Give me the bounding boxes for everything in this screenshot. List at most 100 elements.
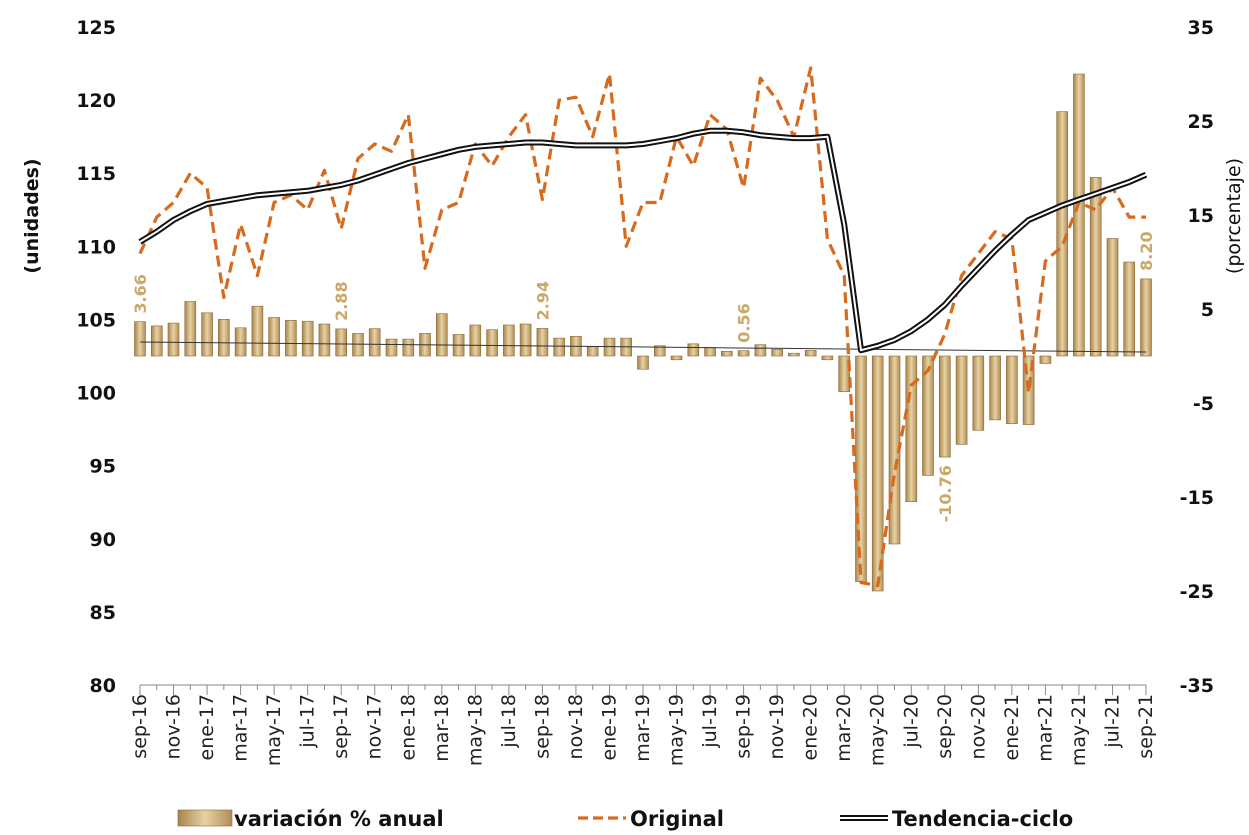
y-left-tick-label: 95: [90, 456, 116, 478]
bar: [167, 322, 180, 357]
bar: [1006, 355, 1018, 424]
y-left-tick-label: 90: [90, 529, 116, 551]
x-tick-label: jul-20: [900, 694, 922, 749]
x-tick-label: ene-21: [1001, 694, 1023, 760]
bar: [905, 355, 918, 502]
data-label: 8.20: [1137, 231, 1156, 270]
bar: [938, 355, 951, 458]
x-tick-label: jul-18: [498, 694, 520, 749]
y-right-tick-label: -35: [1180, 675, 1214, 697]
x-tick-label: ene-18: [397, 694, 419, 760]
bar: [385, 338, 398, 357]
y-right-tick-label: 5: [1201, 299, 1214, 321]
data-label: -10.76: [936, 465, 955, 522]
x-tick-label: mar-19: [632, 694, 654, 762]
x-tick-label: sep-19: [733, 694, 755, 759]
bar: [670, 355, 683, 361]
data-label: 2.94: [533, 281, 552, 320]
x-tick-label: nov-19: [766, 694, 788, 759]
bar: [184, 301, 197, 357]
bar: [989, 355, 1001, 421]
x-tick-label: may-19: [666, 694, 688, 766]
x-tick-label: nov-17: [364, 694, 386, 759]
bar: [368, 328, 381, 357]
bar: [201, 312, 213, 357]
y-left-tick-label: 115: [76, 163, 116, 185]
y-left-tick-label: 125: [76, 17, 116, 39]
x-tick-label: nov-16: [163, 694, 185, 759]
bar: [972, 355, 985, 431]
bar: [251, 305, 264, 357]
x-tick-label: nov-20: [967, 694, 989, 759]
bar: [821, 355, 834, 361]
x-tick-label: mar-17: [230, 694, 252, 762]
bar: [838, 355, 851, 393]
bar: [637, 355, 649, 370]
bar: [1123, 261, 1135, 357]
legend-label: variación % anual: [234, 807, 444, 831]
bar: [318, 323, 331, 357]
y-left-tick-label: 80: [90, 675, 116, 697]
y-left-tick-label: 100: [76, 383, 116, 405]
x-tick-label: jul-21: [1102, 694, 1124, 749]
bar: [301, 320, 314, 357]
bar: [871, 355, 884, 592]
bar: [955, 355, 968, 445]
y-right-tick-label: -15: [1180, 487, 1214, 509]
bar: [1089, 177, 1102, 357]
bar: [1140, 278, 1152, 357]
bar: [435, 313, 448, 357]
bar: [134, 321, 146, 357]
bar: [1073, 73, 1085, 357]
bar: [687, 343, 700, 357]
x-tick-label: ene-19: [599, 694, 621, 760]
bar: [1106, 238, 1119, 357]
y-left-tick-label: 110: [76, 236, 116, 258]
bar: [737, 350, 750, 357]
x-tick-label: sep-20: [934, 694, 956, 759]
bar: [855, 355, 867, 582]
x-tick-label: may-20: [867, 694, 889, 766]
data-labels-layer: 3.66 2.88 2.94 0.56 -10.76 8.20: [131, 231, 1156, 522]
bar: [771, 349, 783, 357]
bar: [754, 344, 767, 357]
x-tick-label: jul-17: [297, 694, 319, 749]
data-label: 2.88: [332, 281, 351, 320]
bar: [268, 317, 280, 357]
bar: [335, 328, 348, 357]
bar: [720, 350, 733, 357]
x-tick-label: may-17: [263, 694, 285, 766]
bar: [402, 338, 415, 357]
legend-marker-bar: [177, 809, 233, 827]
x-tick-label: mar-20: [833, 694, 855, 762]
x-tick-label: nov-18: [565, 694, 587, 759]
axes-layer: 80 85 90 95 100 105 110 115 120 125 -35 -25 -15 -5 5 15…: [21, 17, 1245, 766]
y-right-axis-title: (porcentaje): [1223, 158, 1245, 274]
x-tick-label: may-21: [1068, 694, 1090, 766]
bar: [536, 328, 549, 357]
x-tick-label: sep-17: [330, 694, 352, 759]
y-left-tick-label: 85: [90, 602, 116, 624]
y-right-tick-label: 35: [1188, 17, 1214, 39]
y-right-tick-label: 15: [1188, 205, 1214, 227]
x-tick-label: ene-20: [800, 694, 822, 760]
bar: [218, 318, 230, 357]
data-label: 3.66: [131, 274, 150, 313]
legend-label: Tendencia-ciclo: [892, 807, 1073, 831]
y-right-tick-label: 25: [1188, 111, 1214, 133]
legend: variación % anual Original Tendencia-ciclo: [177, 807, 1073, 831]
series-tendencia-ciclo-inner: [139, 129, 1147, 352]
bar: [519, 323, 532, 357]
bar: [586, 346, 599, 357]
lines-layer: [138, 66, 1148, 588]
bar: [788, 352, 800, 357]
zero-reference-line: [139, 341, 1147, 353]
y-right-tick-label: -25: [1180, 581, 1214, 603]
bar: [804, 350, 817, 357]
x-tick-label: mar-18: [431, 694, 453, 762]
x-tick-label: sep-18: [531, 694, 553, 759]
bar: [653, 345, 666, 357]
bar: [922, 355, 934, 476]
y-left-tick-label: 105: [76, 309, 116, 331]
